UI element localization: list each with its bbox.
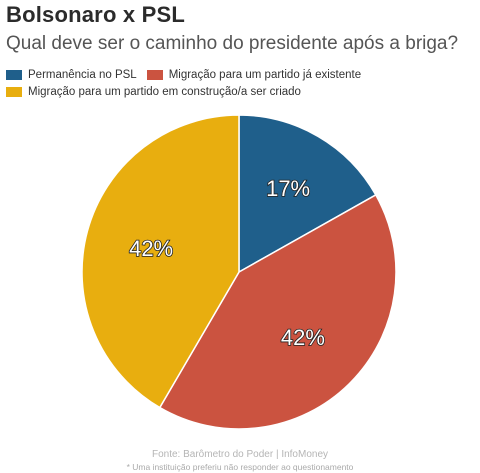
pie-slice-label: 42%: [129, 236, 173, 261]
source-credit: Fonte: Barômetro do Poder | InfoMoney: [151, 449, 329, 460]
legend-swatch: [6, 87, 22, 97]
legend-label: Migração para um partido em construção/a…: [28, 86, 301, 98]
legend-label: Migração para um partido já existente: [168, 69, 362, 81]
chart-title: Bolsonaro x PSL: [6, 2, 186, 27]
legend-row: Migração para um partido em construção/a…: [6, 84, 476, 100]
pie-slices: [81, 114, 397, 430]
legend-item-permanencia: Permanência no PSL: [6, 69, 137, 81]
legend-row: Permanência no PSL Migração para um part…: [6, 67, 476, 83]
legend-item-partido-existente: Migração para um partido já existente: [146, 69, 362, 81]
pie-slice: [158, 193, 397, 430]
pie-slice: [238, 114, 377, 274]
legend-swatch: [6, 70, 22, 80]
pie-slice: [81, 114, 240, 409]
legend-label: Permanência no PSL: [28, 69, 137, 81]
footnote: * Uma instituição preferiu não responder…: [126, 462, 354, 472]
legend: Permanência no PSL Migração para um part…: [6, 67, 476, 101]
chart-subtitle: Qual deve ser o caminho do presidente ap…: [6, 33, 459, 54]
pie-labels: 17% 42% 42%: [128, 175, 325, 351]
pie-slice-label: 42%: [281, 325, 325, 350]
pie-slice-label: 17%: [266, 176, 310, 201]
legend-item-partido-novo: Migração para um partido em construção/a…: [6, 86, 301, 98]
legend-swatch: [146, 70, 163, 80]
